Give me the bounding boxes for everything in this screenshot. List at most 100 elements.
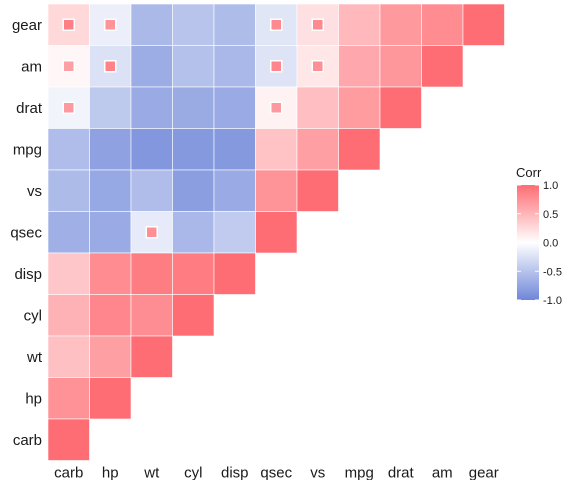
heatmap-cell-gear-mpg	[338, 3, 381, 46]
legend-tick-label: 0.5	[543, 209, 558, 221]
heatmap-cell-cyl-hp	[89, 294, 132, 337]
heatmap-cell-mpg-cyl	[172, 128, 215, 171]
heatmap-cell-vs-disp	[213, 169, 256, 212]
heatmap-cell-drat-hp	[89, 86, 132, 129]
legend-colorbar	[517, 185, 539, 300]
legend-title: Corr	[516, 165, 542, 180]
insignificant-mark-gear-vs	[311, 18, 324, 31]
legend-tick-label: -0.5	[543, 266, 562, 278]
heatmap-cell-gear-gear	[462, 3, 505, 46]
x-label-vs: vs	[310, 465, 325, 480]
heatmap-cell-mpg-vs	[296, 128, 339, 171]
y-label-cyl: cyl	[24, 307, 42, 324]
heatmap-cell-am-drat	[379, 45, 422, 88]
heatmap-cell-disp-disp	[213, 252, 256, 295]
insignificant-mark-am-hp	[104, 60, 117, 73]
x-label-carb: carb	[54, 465, 83, 480]
heatmap-cell-wt-wt	[130, 335, 173, 378]
heatmap-cell-am-cyl	[172, 45, 215, 88]
heatmap-cell-drat-cyl	[172, 86, 215, 129]
y-label-disp: disp	[14, 266, 42, 283]
heatmap-cell-disp-wt	[130, 252, 173, 295]
y-label-qsec: qsec	[10, 224, 42, 241]
heatmap-cell-qsec-carb	[47, 211, 90, 254]
heatmap-cell-vs-cyl	[172, 169, 215, 212]
heatmap-cell-mpg-mpg	[338, 128, 381, 171]
x-label-qsec: qsec	[260, 465, 292, 480]
heatmap-cell-mpg-hp	[89, 128, 132, 171]
insignificant-mark-qsec-wt	[145, 226, 158, 239]
heatmap-cell-drat-wt	[130, 86, 173, 129]
heatmap-cell-vs-vs	[296, 169, 339, 212]
insignificant-mark-am-qsec	[270, 60, 283, 73]
heatmap-cell-qsec-hp	[89, 211, 132, 254]
legend-tick-label: 1.0	[543, 180, 558, 192]
heatmap-cell-gear-am	[421, 3, 464, 46]
y-label-wt: wt	[26, 349, 43, 366]
x-label-mpg: mpg	[345, 465, 374, 480]
heatmap-cell-gear-drat	[379, 3, 422, 46]
legend-ticks: 1.0 0.5 0.0 -0.5 -1.0	[517, 180, 562, 307]
x-label-cyl: cyl	[184, 465, 202, 480]
heatmap-cell-am-disp	[213, 45, 256, 88]
heatmap-cell-drat-vs	[296, 86, 339, 129]
y-label-hp: hp	[25, 390, 42, 407]
heatmap-cells	[47, 3, 505, 461]
heatmap-cell-gear-wt	[130, 3, 173, 46]
heatmap-cell-hp-hp	[89, 377, 132, 420]
x-label-wt: wt	[143, 465, 160, 480]
heatmap-cell-qsec-cyl	[172, 211, 215, 254]
y-axis-labels: gear am drat mpg vs qsec disp cyl wt hp carb	[10, 17, 43, 449]
heatmap-cell-drat-carb	[47, 86, 90, 129]
heatmap-cell-am-am	[421, 45, 464, 88]
x-label-disp: disp	[221, 465, 249, 480]
y-label-gear: gear	[12, 17, 42, 34]
heatmap-cell-mpg-disp	[213, 128, 256, 171]
heatmap-cell-gear-disp	[213, 3, 256, 46]
heatmap-cell-qsec-disp	[213, 211, 256, 254]
heatmap-cell-cyl-wt	[130, 294, 173, 337]
insignificant-mark-gear-carb	[62, 18, 75, 31]
y-label-am: am	[21, 58, 42, 75]
color-legend: Corr 1.0 0.5 0.0 -0.5 -1.0	[516, 165, 562, 307]
x-label-hp: hp	[102, 465, 119, 480]
heatmap-cell-drat-drat	[379, 86, 422, 129]
legend-tick-label: -1.0	[543, 295, 562, 307]
heatmap-cell-vs-carb	[47, 169, 90, 212]
heatmap-cell-disp-cyl	[172, 252, 215, 295]
heatmap-cell-am-wt	[130, 45, 173, 88]
heatmap-cell-am-mpg	[338, 45, 381, 88]
heatmap-cell-gear-cyl	[172, 3, 215, 46]
heatmap-cell-mpg-qsec	[255, 128, 298, 171]
y-label-drat: drat	[16, 100, 43, 117]
heatmap-cell-carb-carb	[47, 418, 90, 461]
heatmap-cell-drat-disp	[213, 86, 256, 129]
y-label-carb: carb	[13, 432, 42, 449]
heatmap-cell-vs-wt	[130, 169, 173, 212]
insignificance-marks	[62, 18, 324, 239]
y-label-vs: vs	[27, 183, 42, 200]
heatmap-cell-drat-mpg	[338, 86, 381, 129]
heatmap-cell-vs-hp	[89, 169, 132, 212]
heatmap-cell-wt-carb	[47, 335, 90, 378]
heatmap-cell-qsec-qsec	[255, 211, 298, 254]
heatmap-cell-wt-hp	[89, 335, 132, 378]
heatmap-cell-cyl-carb	[47, 294, 90, 337]
heatmap-cell-vs-qsec	[255, 169, 298, 212]
x-label-am: am	[432, 465, 453, 480]
heatmap-cell-disp-carb	[47, 252, 90, 295]
x-label-gear: gear	[469, 465, 499, 480]
insignificant-mark-am-carb	[62, 60, 75, 73]
insignificant-mark-gear-hp	[104, 18, 117, 31]
heatmap-cell-hp-carb	[47, 377, 90, 420]
y-label-mpg: mpg	[13, 141, 42, 158]
insignificant-mark-gear-qsec	[270, 18, 283, 31]
x-axis-labels: carb hp wt cyl disp qsec vs mpg drat am gear	[54, 465, 499, 480]
x-label-drat: drat	[388, 465, 415, 480]
insignificant-mark-drat-carb	[62, 101, 75, 114]
heatmap-cell-mpg-wt	[130, 128, 173, 171]
heatmap-cell-mpg-carb	[47, 128, 90, 171]
heatmap-cell-cyl-cyl	[172, 294, 215, 337]
insignificant-mark-drat-qsec	[270, 101, 283, 114]
